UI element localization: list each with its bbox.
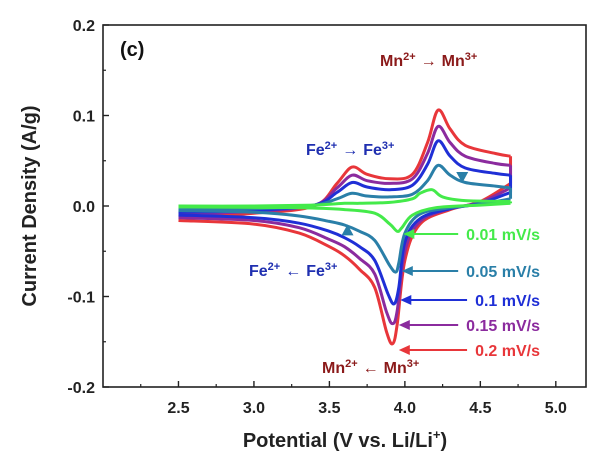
- x-axis-title-sup: +: [433, 427, 441, 442]
- rate-pointer-head: [398, 345, 410, 355]
- series-cathodic-line: [178, 197, 511, 274]
- annotation-mn-oxidation: Mn2+ → Mn3+: [380, 51, 477, 70]
- y-tick-label: -0.2: [67, 380, 95, 397]
- annotation-fe-oxidation: Fe2+ → Fe3+: [306, 140, 394, 159]
- tick-layer: [103, 24, 557, 388]
- y-tick-label: 0.1: [73, 109, 95, 126]
- rate-pointer-head: [398, 320, 410, 330]
- x-tick-label: 4.5: [469, 400, 491, 417]
- rate-label: 0.01 mV/s: [466, 227, 540, 244]
- rate-label-layer: 0.2 mV/s 0.15 mV/s 0.1 mV/s 0.05 mV/s 0.01 m…: [398, 227, 540, 360]
- rate-label: 0.05 mV/s: [466, 264, 540, 281]
- panel-label: (c): [120, 39, 144, 61]
- scan-direction-arrow: [341, 224, 354, 236]
- rate-pointer-head: [401, 266, 413, 276]
- scan-direction-arrow: [456, 172, 469, 184]
- x-tick-label: 4.0: [394, 400, 416, 417]
- series-layer: [178, 108, 513, 346]
- rate-label: 0.1 mV/s: [475, 293, 540, 310]
- x-tick-label: 2.5: [167, 400, 189, 417]
- x-axis-title: Potential (V vs. Li/Li+): [243, 427, 447, 452]
- series-cathodic-line: [178, 201, 511, 233]
- rate-label: 0.15 mV/s: [466, 318, 540, 335]
- y-tick-label: 0.0: [73, 199, 95, 216]
- x-axis-title-main: Potential (V vs. Li/Li: [243, 430, 433, 452]
- x-tick-label: 3.0: [243, 400, 265, 417]
- series-anodic-line: [178, 188, 511, 208]
- y-tick-label: 0.2: [73, 18, 95, 35]
- rate-label: 0.2 mV/s: [475, 343, 540, 360]
- tick-label-layer: 2.5 3.0 3.5 4.0 4.5 5.0 -0.2 -0.1 0.0 0.1 0.2: [67, 18, 567, 417]
- annotation-mn-reduction: Mn2+ ← Mn3+: [322, 358, 419, 377]
- annotation-fe-reduction: Fe2+ ← Fe3+: [249, 261, 337, 280]
- rate-pointer-head: [400, 295, 412, 305]
- series-cathodic-line: [178, 190, 512, 306]
- y-axis-title: Current Density (A/g): [19, 105, 41, 306]
- x-tick-label: 3.5: [318, 400, 340, 417]
- x-axis-title-close: ): [440, 430, 447, 452]
- rate-pointer-head: [403, 229, 415, 239]
- y-tick-label: -0.1: [67, 290, 95, 307]
- x-tick-label: 5.0: [545, 400, 567, 417]
